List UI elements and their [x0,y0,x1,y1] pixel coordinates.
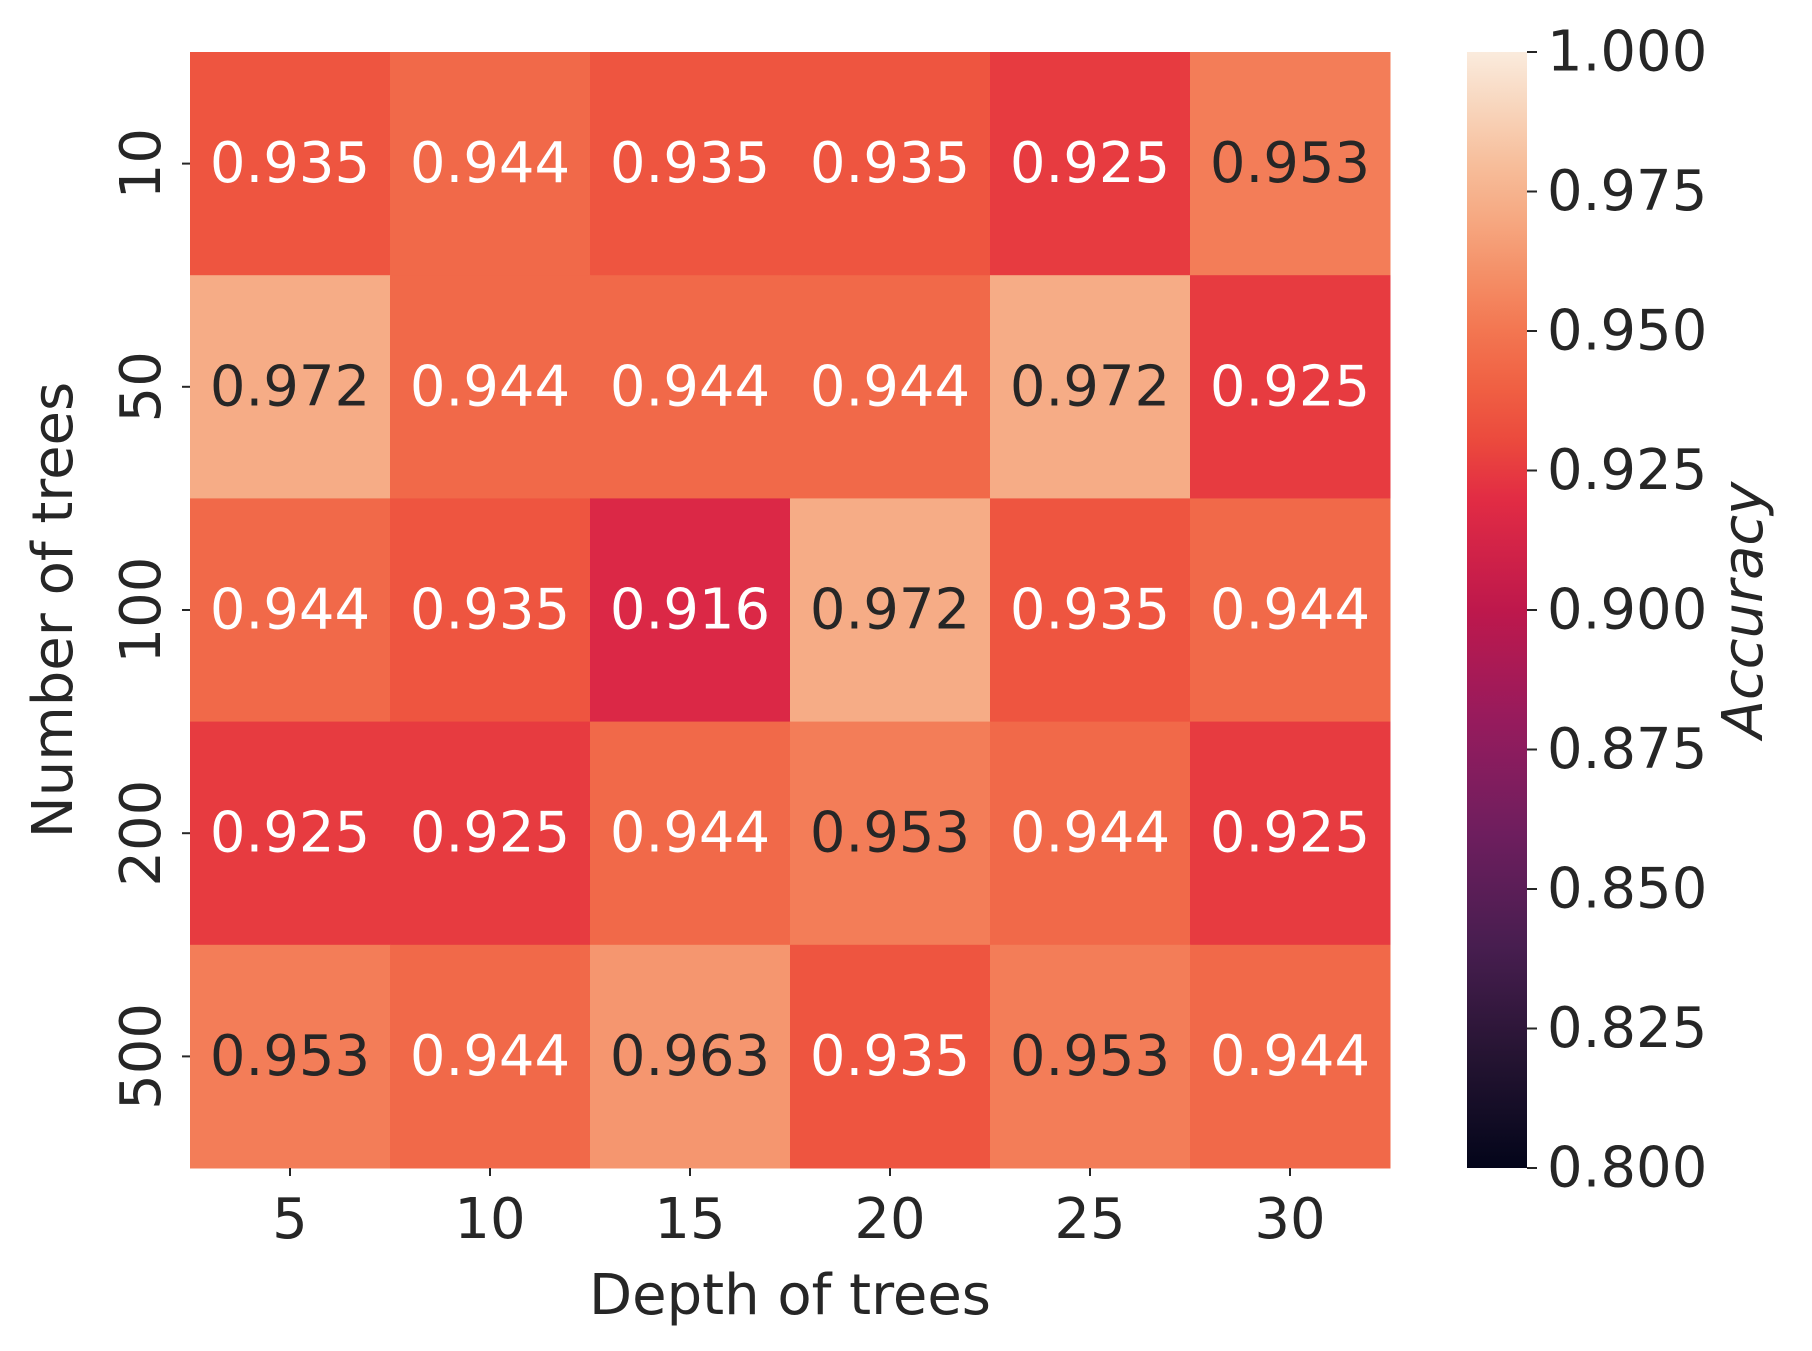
cell-value-label: 0.944 [410,354,570,419]
cell-value-label: 0.944 [210,578,370,643]
heatmap-cell [990,498,1191,723]
cell-value-label: 0.944 [610,354,770,419]
x-tick-label: 30 [1254,1187,1325,1252]
cell-value-label: 0.935 [1010,578,1170,643]
heatmap-cell [990,275,1191,499]
heatmap-cell [790,944,991,1169]
colorbar-tick-label: 0.950 [1547,299,1707,364]
colorbar-tick-label: 0.975 [1547,159,1707,224]
cell-value-label: 0.935 [410,578,570,643]
colorbar-label: Accuracy [1711,481,1776,742]
cell-value-label: 0.944 [410,1024,570,1089]
cell-value-label: 0.916 [610,578,770,643]
cell-value-label: 0.925 [210,801,370,866]
y-tick-label: 50 [109,351,174,422]
y-tick-label: 10 [109,128,174,199]
cell-value-label: 0.944 [610,801,770,866]
colorbar-tick-label: 0.850 [1547,857,1707,922]
cell-value-label: 0.944 [1010,801,1170,866]
cell-value-label: 0.953 [1210,131,1370,196]
colorbar-ticks: 0.800 0.825 0.850 0.875 0.900 0.925 0.950 0.975… [1527,20,1707,1201]
cell-value-label: 0.972 [210,354,370,419]
heatmap-cell [190,275,391,499]
cell-value-label: 0.944 [1210,1024,1370,1089]
cell-value-label: 0.925 [1210,354,1370,419]
cell-value-label: 0.935 [810,1024,970,1089]
cell-value-label: 0.963 [610,1024,770,1089]
cell-value-label: 0.972 [1010,354,1170,419]
heatmap-cell [790,52,991,276]
y-axis-label: Number of trees [21,382,86,838]
heatmap-cell [590,52,791,276]
heatmap-cell [1190,52,1391,276]
heatmap-cell [590,721,791,946]
y-axis-ticks: 10 50 100 200 500 [109,128,190,1110]
cell-value-label: 0.935 [210,131,370,196]
y-tick-label: 100 [109,557,174,664]
cell-value-label: 0.925 [410,801,570,866]
heatmap-cell [790,498,991,723]
heatmap-cell [190,498,391,723]
heatmap-cell [190,52,391,276]
heatmap-cell [1190,275,1391,499]
heatmap-cell [990,721,1191,946]
heatmap-cells: 0.935 0.944 0.935 0.935 0.925 0.953 0.972 0.944… [190,52,1391,1169]
colorbar-tick-label: 0.825 [1547,996,1707,1061]
colorbar-tick-label: 0.900 [1547,578,1707,643]
heatmap-cell [190,721,391,946]
cell-value-label: 0.944 [810,354,970,419]
heatmap-cell [190,944,391,1169]
colorbar-tick-label: 0.800 [1547,1136,1707,1201]
heatmap-cell [1190,721,1391,946]
x-tick-label: 5 [272,1187,308,1252]
heatmap-cell [590,944,791,1169]
colorbar-tick-label: 0.875 [1547,717,1707,782]
cell-value-label: 0.925 [1210,801,1370,866]
colorbar [1467,52,1527,1168]
x-tick-label: 25 [1054,1187,1125,1252]
y-tick-label: 500 [109,1003,174,1110]
cell-value-label: 0.953 [1010,1024,1170,1089]
heatmap-cell [1190,498,1391,723]
cell-value-label: 0.972 [810,578,970,643]
y-tick-label: 200 [109,780,174,887]
cell-value-label: 0.953 [810,801,970,866]
heatmap-cell [390,721,591,946]
heatmap-cell [390,498,591,723]
cell-value-label: 0.925 [1010,131,1170,196]
cell-value-label: 0.944 [1210,578,1370,643]
cell-value-label: 0.935 [810,131,970,196]
cell-value-label: 0.953 [210,1024,370,1089]
x-tick-label: 15 [654,1187,725,1252]
heatmap-cell [790,275,991,499]
heatmap-cell [1190,944,1391,1169]
heatmap-cell [990,52,1191,276]
x-tick-label: 10 [454,1187,525,1252]
cell-value-label: 0.944 [410,131,570,196]
heatmap-cell [990,944,1191,1169]
heatmap-cell [390,52,591,276]
heatmap-cell [390,275,591,499]
colorbar-tick-label: 1.000 [1547,20,1707,85]
heatmap-cell [590,498,791,723]
cell-value-label: 0.935 [610,131,770,196]
heatmap-cell [790,721,991,946]
x-axis-ticks: 5 10 15 20 25 30 [272,1168,1326,1252]
x-axis-label: Depth of trees [589,1263,991,1328]
heatmap-cell [390,944,591,1169]
colorbar-tick-label: 0.925 [1547,438,1707,503]
heatmap-cell [590,275,791,499]
x-tick-label: 20 [854,1187,925,1252]
